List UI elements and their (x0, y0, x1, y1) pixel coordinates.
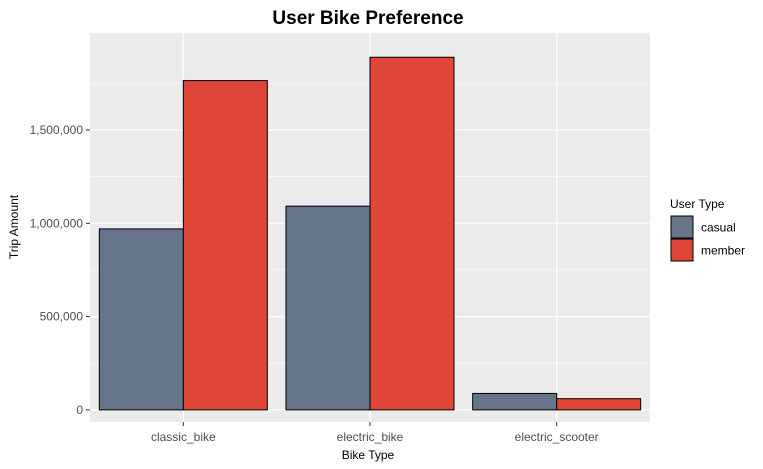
legend-title: User Type (670, 197, 725, 211)
x-tick-label: electric_scooter (515, 430, 599, 444)
bar-casual-electric_bike (285, 205, 371, 411)
chart-title: User Bike Preference (272, 8, 463, 29)
bar-member-electric_scooter (556, 398, 642, 411)
bar-casual-electric_scooter (472, 392, 558, 411)
bars (98, 56, 642, 411)
x-tick-label: classic_bike (151, 430, 216, 444)
y-tick-label: 1,000,000 (30, 216, 84, 230)
legend: User Type casual member (670, 197, 745, 262)
x-axis: classic_bike electric_bike electric_scoote… (151, 422, 599, 444)
y-tick-label: 0 (76, 403, 83, 417)
legend-key-casual (670, 215, 694, 239)
y-tick-label: 1,500,000 (30, 123, 84, 137)
bar-casual-classic_bike (98, 228, 184, 411)
x-axis-title: Bike Type (342, 448, 395, 462)
legend-label-casual: casual (701, 221, 736, 235)
y-axis: 0 500,000 1,000,000 1,500,000 (30, 123, 90, 417)
y-axis-title: Trip Amount (7, 194, 21, 259)
legend-key-member (670, 238, 694, 262)
bar-member-electric_bike (369, 56, 455, 411)
y-tick-label: 500,000 (40, 310, 84, 324)
x-tick-label: electric_bike (337, 430, 404, 444)
bar-member-classic_bike (182, 80, 268, 411)
legend-label-member: member (701, 244, 745, 258)
